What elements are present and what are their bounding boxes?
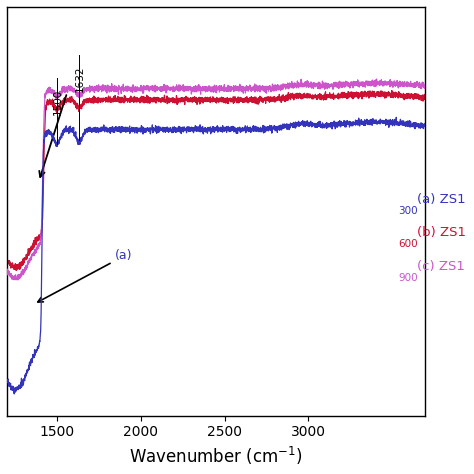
Text: 300: 300 — [399, 206, 418, 216]
Text: 900: 900 — [399, 273, 418, 283]
Text: (a) ZS1: (a) ZS1 — [417, 193, 465, 206]
Text: (a): (a) — [38, 249, 133, 302]
X-axis label: Wavenumber (cm$^{-1}$): Wavenumber (cm$^{-1}$) — [129, 445, 303, 467]
Text: 1500: 1500 — [53, 89, 63, 115]
Text: (b) ZS1: (b) ZS1 — [417, 226, 466, 239]
Text: (c) ZS1: (c) ZS1 — [417, 260, 465, 273]
Text: 1632: 1632 — [75, 66, 85, 92]
Text: 600: 600 — [399, 239, 418, 249]
